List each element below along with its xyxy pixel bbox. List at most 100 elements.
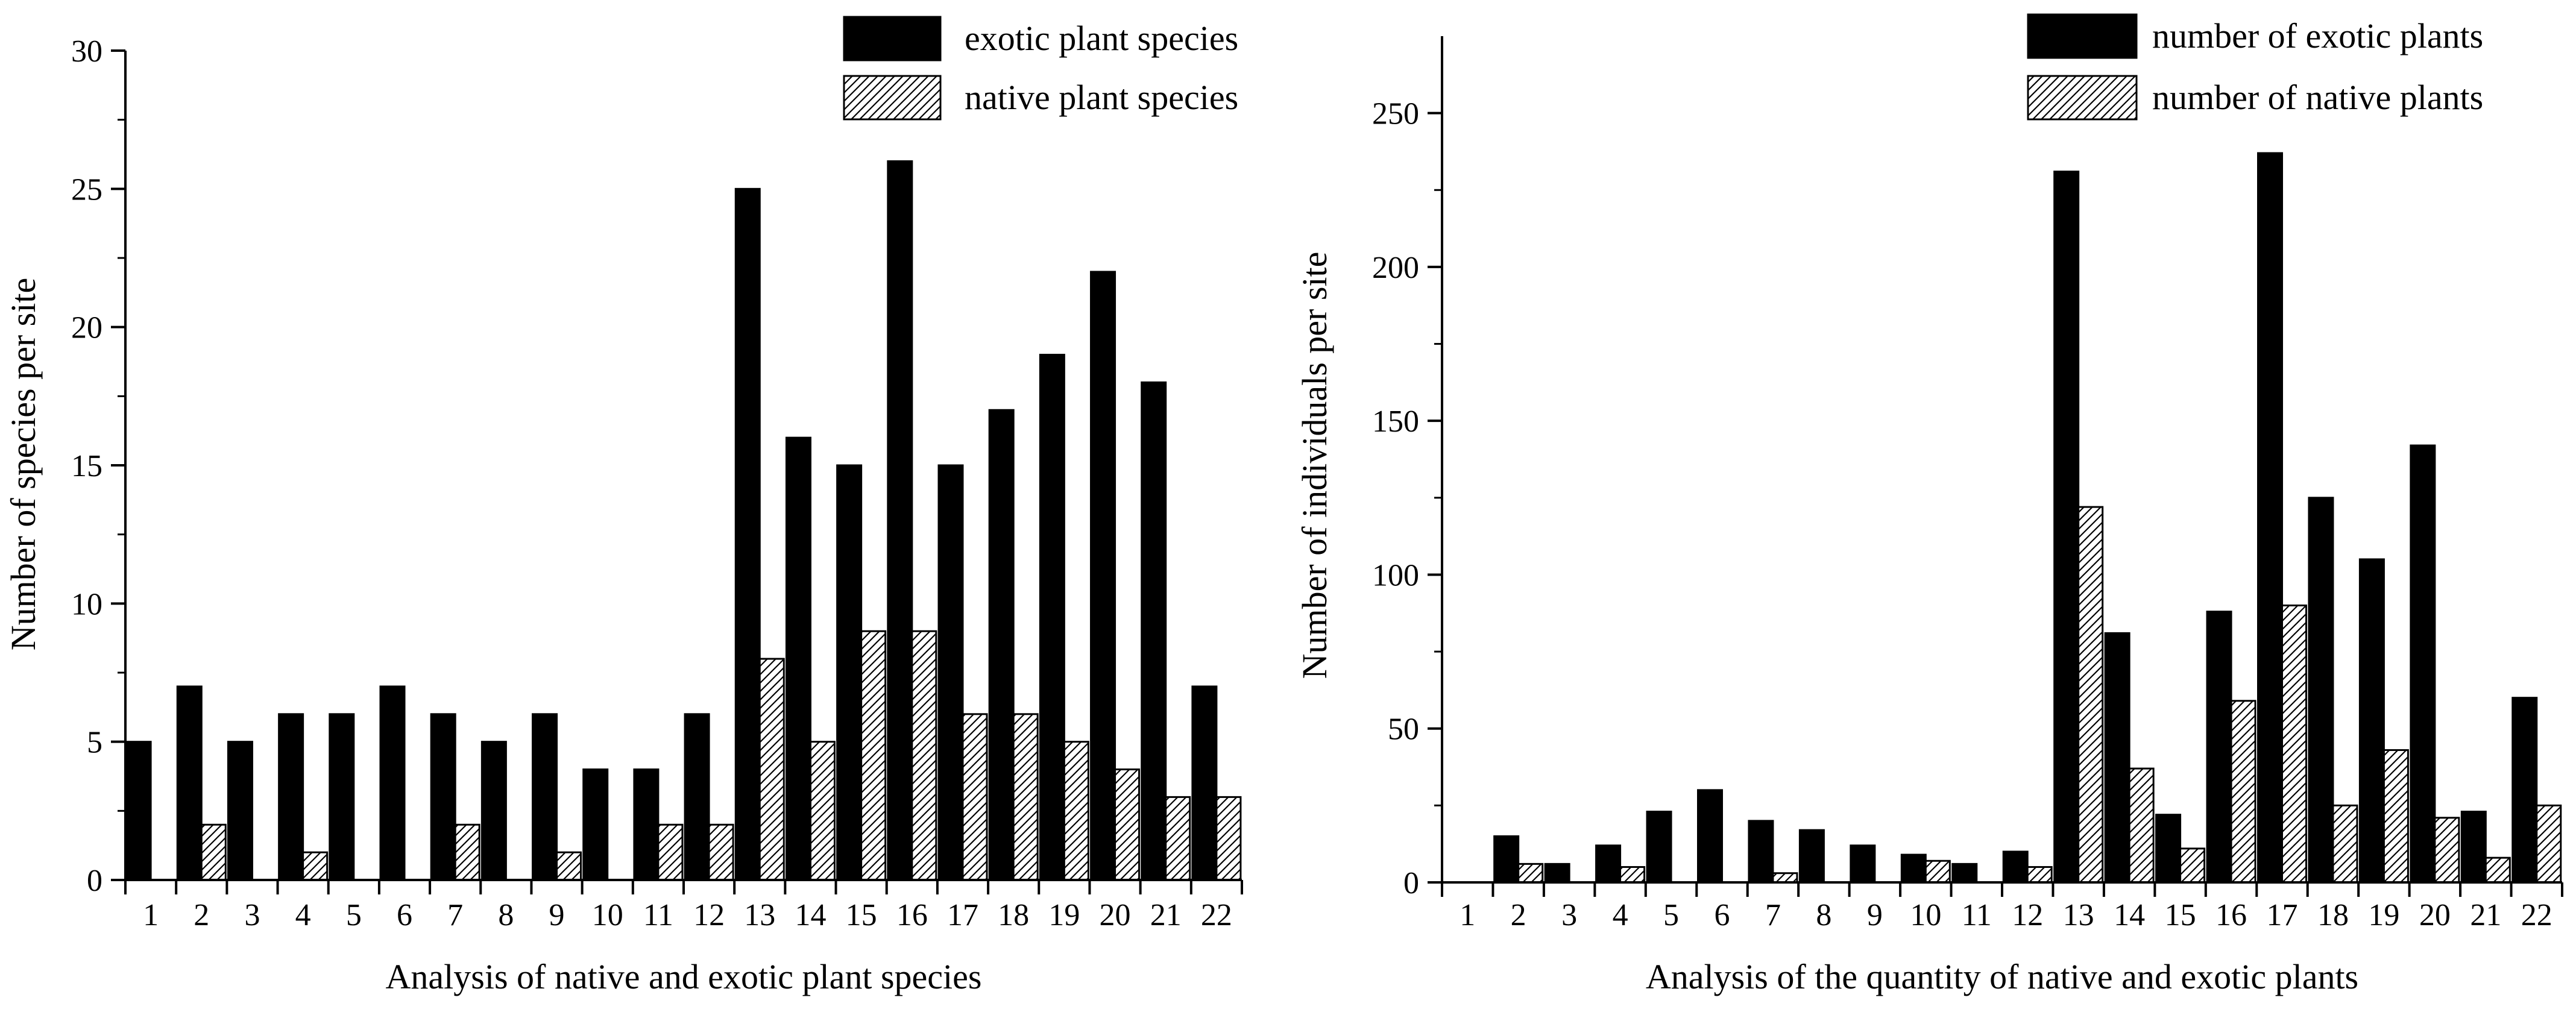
bar-exotic-12 xyxy=(684,713,710,881)
bar-exotic-16 xyxy=(2206,611,2232,884)
x-tick-label-15: 15 xyxy=(2165,898,2196,932)
x-tick-label-12: 12 xyxy=(693,898,725,932)
legend-label-native: native plant species xyxy=(965,78,1238,117)
bar-exotic-2 xyxy=(1493,835,1520,884)
bar-native-19 xyxy=(2382,749,2409,884)
bar-exotic-1 xyxy=(125,741,152,881)
bar-exotic-16 xyxy=(887,160,913,881)
bar-exotic-7 xyxy=(1748,820,1774,884)
x-tick-label-21: 21 xyxy=(2470,898,2501,932)
y-axis-title: Number of species per site xyxy=(4,278,43,650)
x-tick-label-14: 14 xyxy=(795,898,826,932)
bar-native-18 xyxy=(1012,713,1039,881)
x-tick-label-18: 18 xyxy=(998,898,1029,932)
x-tick-label-16: 16 xyxy=(2215,898,2247,932)
legend-label-exotic: number of exotic plants xyxy=(2152,16,2483,55)
bar-exotic-4 xyxy=(1595,844,1622,884)
x-tick-label-21: 21 xyxy=(1150,898,1182,932)
x-axis-title: Analysis of the quantity of native and e… xyxy=(1646,957,2358,996)
bar-native-22 xyxy=(1215,796,1242,881)
x-tick-label-17: 17 xyxy=(947,898,978,932)
x-tick-label-6: 6 xyxy=(1715,898,1730,932)
x-tick-label-10: 10 xyxy=(592,898,623,932)
bar-exotic-19 xyxy=(2358,558,2385,884)
bar-exotic-14 xyxy=(785,436,811,881)
bar-exotic-22 xyxy=(2511,697,2538,884)
x-tick-label-22: 22 xyxy=(2521,898,2552,932)
bar-native-4 xyxy=(302,851,329,881)
x-tick-label-7: 7 xyxy=(447,898,463,932)
x-tick-label-17: 17 xyxy=(2267,898,2298,932)
bar-native-20 xyxy=(2434,817,2460,884)
bar-exotic-12 xyxy=(2002,850,2029,884)
legend-label-native: number of native plants xyxy=(2152,78,2483,117)
bar-native-14 xyxy=(2128,767,2155,884)
legend-label-exotic: exotic plant species xyxy=(965,19,1238,58)
x-tick-label-3: 3 xyxy=(1561,898,1577,932)
bar-exotic-8 xyxy=(1798,829,1825,884)
y-tick-label-10: 10 xyxy=(71,587,102,621)
x-tick-label-13: 13 xyxy=(2063,898,2094,932)
bar-exotic-13 xyxy=(2053,171,2080,884)
x-tick-label-18: 18 xyxy=(2317,898,2349,932)
x-tick-label-9: 9 xyxy=(1867,898,1883,932)
y-tick-label-0: 0 xyxy=(87,864,102,898)
bar-exotic-13 xyxy=(734,187,761,881)
bar-native-7 xyxy=(454,823,480,881)
bar-exotic-7 xyxy=(430,713,456,881)
x-tick-label-5: 5 xyxy=(1663,898,1679,932)
bar-exotic-2 xyxy=(176,685,203,881)
y-tick-label-50: 50 xyxy=(1388,712,1419,747)
bar-native-16 xyxy=(2230,700,2256,884)
bar-exotic-11 xyxy=(633,768,660,881)
bar-native-19 xyxy=(1063,741,1089,881)
y-tick-label-150: 150 xyxy=(1372,404,1419,439)
y-tick-label-15: 15 xyxy=(71,449,102,483)
y-tick-label-30: 30 xyxy=(71,34,102,69)
x-tick-label-1: 1 xyxy=(143,898,159,932)
bar-native-12 xyxy=(708,823,734,881)
x-tick-label-5: 5 xyxy=(346,898,362,932)
x-tick-label-11: 11 xyxy=(643,898,673,932)
bar-exotic-6 xyxy=(379,685,406,881)
y-tick-label-100: 100 xyxy=(1372,558,1419,592)
bar-exotic-9 xyxy=(1850,844,1876,884)
bar-exotic-6 xyxy=(1697,789,1723,884)
bar-native-13 xyxy=(2077,506,2104,884)
bar-exotic-20 xyxy=(1090,271,1116,881)
bar-exotic-4 xyxy=(278,713,304,881)
x-tick-label-2: 2 xyxy=(194,898,209,932)
y-tick-label-20: 20 xyxy=(71,311,102,345)
x-tick-label-20: 20 xyxy=(2419,898,2451,932)
x-tick-label-12: 12 xyxy=(2012,898,2043,932)
x-tick-label-8: 8 xyxy=(498,898,514,932)
x-tick-label-3: 3 xyxy=(244,898,260,932)
x-tick-label-22: 22 xyxy=(1201,898,1232,932)
x-tick-label-20: 20 xyxy=(1100,898,1131,932)
bar-native-17 xyxy=(2281,605,2307,884)
bar-exotic-15 xyxy=(836,464,863,881)
bar-native-12 xyxy=(2026,866,2053,884)
bar-exotic-20 xyxy=(2410,444,2436,884)
x-tick-label-19: 19 xyxy=(2368,898,2399,932)
bar-native-10 xyxy=(1924,859,1951,884)
bar-exotic-19 xyxy=(1039,354,1065,881)
bar-exotic-10 xyxy=(582,768,609,881)
legend-swatch-native xyxy=(2027,75,2138,121)
bar-exotic-17 xyxy=(937,464,964,881)
bar-exotic-14 xyxy=(2104,632,2130,884)
bar-native-15 xyxy=(2179,847,2206,884)
bar-exotic-5 xyxy=(1646,811,1672,884)
bar-exotic-21 xyxy=(1141,381,1167,881)
bar-native-21 xyxy=(2484,856,2511,884)
bar-exotic-8 xyxy=(480,741,507,881)
x-tick-label-8: 8 xyxy=(1816,898,1831,932)
bar-exotic-17 xyxy=(2257,152,2283,884)
bar-exotic-3 xyxy=(1544,862,1570,884)
bar-exotic-5 xyxy=(329,713,355,881)
x-tick-label-13: 13 xyxy=(744,898,775,932)
bar-exotic-15 xyxy=(2155,814,2182,884)
bar-native-16 xyxy=(911,630,937,881)
